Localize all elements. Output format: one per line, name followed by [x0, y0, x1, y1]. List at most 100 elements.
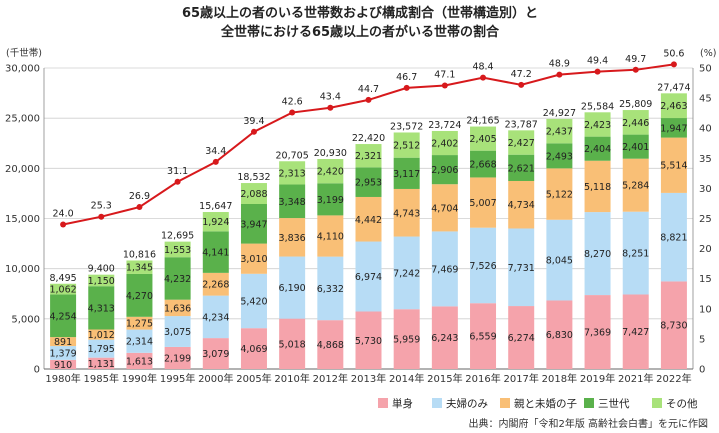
x-category-label: 1995年 [160, 372, 195, 385]
x-category-label: 2022年 [656, 372, 691, 385]
bar-segment [470, 303, 497, 369]
segment-value-label: 891 [54, 337, 72, 348]
bar-segment [355, 196, 382, 242]
left-tick-label: 30,000 [5, 64, 40, 75]
bar-segment [279, 256, 306, 319]
segment-value-label: 2,668 [469, 160, 496, 171]
segment-value-label: 8,730 [660, 321, 687, 332]
segment-value-label: 2,512 [393, 141, 420, 152]
bar-segment [393, 236, 420, 310]
bar-total-label: 23,787 [505, 119, 538, 130]
line-value-label: 25.3 [91, 201, 112, 212]
segment-value-label: 6,243 [431, 333, 458, 344]
x-category-label: 1990年 [122, 372, 157, 385]
x-category-label: 2021年 [618, 372, 653, 385]
right-tick-label: 5 [699, 334, 705, 345]
bar-segment [88, 329, 115, 340]
legend: 単身 夫婦のみ 親と未婚の子 三世代 その他 [378, 397, 698, 410]
segment-value-label: 4,313 [88, 303, 115, 314]
x-category-label: 1985年 [84, 372, 119, 385]
segment-value-label: 3,199 [317, 195, 344, 206]
segment-value-label: 2,621 [508, 163, 535, 174]
segment-value-label: 4,254 [49, 311, 76, 322]
left-axis-ticks: 0 5,000 10,000 15,000 20,000 25,000 30,000 [5, 64, 40, 376]
segment-value-label: 5,730 [355, 336, 382, 347]
bar-total-label: 18,532 [237, 172, 270, 183]
bar-segment [660, 192, 687, 282]
segment-value-label: 1,613 [126, 356, 153, 367]
bar-total-label: 20,930 [314, 148, 347, 159]
line-point [136, 204, 143, 211]
segment-value-label: 2,493 [546, 151, 573, 162]
segment-value-label: 4,442 [355, 215, 382, 226]
bar-segment [164, 316, 191, 347]
segment-value-label: 2,321 [355, 151, 382, 162]
bar-total-label: 25,809 [619, 99, 652, 110]
bar-segment [393, 132, 420, 158]
bar-segment [546, 168, 573, 220]
bar-segment [546, 143, 573, 169]
bar-total-label: 10,816 [123, 249, 156, 260]
bar-segment [546, 118, 573, 144]
segment-value-label: 6,190 [279, 283, 306, 294]
bar-segment [317, 215, 344, 257]
bar-segment [660, 118, 687, 138]
line-value-label: 47.1 [434, 69, 455, 80]
bar-segment [317, 256, 344, 321]
bar-segment [660, 137, 687, 193]
right-tick-label: 15 [699, 274, 712, 285]
bar-segment [470, 227, 497, 304]
segment-value-label: 8,251 [622, 249, 649, 260]
bar-segment [355, 241, 382, 312]
left-tick-label: 10,000 [5, 264, 40, 275]
bar-segment [202, 212, 229, 232]
segment-value-label: 2,313 [279, 168, 306, 179]
segment-value-label: 8,821 [660, 233, 687, 244]
segment-value-label: 7,242 [393, 268, 420, 279]
segment-value-label: 1,947 [660, 123, 687, 134]
stacked-bars [50, 93, 687, 369]
bar-total-label: 9,400 [88, 264, 115, 275]
right-tick-label: 20 [699, 244, 712, 255]
legend-label: 三世代 [598, 398, 630, 410]
bar-segment [50, 359, 77, 369]
line-point [365, 96, 372, 103]
legend-swatch [652, 398, 662, 408]
bar-total-label: 12,695 [161, 231, 194, 242]
bar-segment [126, 352, 153, 369]
segment-value-label: 2,314 [126, 337, 153, 348]
line-value-label: 24.0 [53, 209, 74, 220]
bar-segment [126, 329, 153, 353]
line-value-label: 42.6 [282, 97, 303, 108]
segment-value-label: 2,906 [431, 165, 458, 176]
bar-segment [240, 183, 267, 204]
line-point [441, 82, 448, 89]
right-tick-label: 35 [699, 154, 712, 165]
segment-value-label: 4,141 [202, 248, 229, 259]
bar-total-label: 8,495 [49, 273, 76, 284]
legend-label: その他 [666, 397, 698, 410]
bar-segment [50, 283, 77, 295]
legend-swatch [500, 398, 510, 408]
bar-total-label: 23,724 [428, 120, 461, 131]
bar-segment [546, 300, 573, 369]
left-axis-unit: (千世帯) [6, 47, 42, 59]
bar-segment [508, 130, 535, 155]
total-labels: 8,495 9,400 10,816 12,695 15,647 18,532 20,705… [49, 82, 690, 283]
left-tick-label: 0 [34, 365, 40, 376]
bar-segment [164, 346, 191, 369]
right-axis-unit: (%) [700, 48, 716, 59]
right-tick-label: 50 [699, 64, 712, 75]
bar-total-label: 22,420 [352, 133, 385, 144]
right-tick-label: 45 [699, 94, 712, 105]
line-value-label: 39.4 [243, 116, 264, 127]
segment-value-label: 6,830 [546, 330, 573, 341]
segment-value-label: 2,404 [584, 144, 611, 155]
segment-value-label: 8,270 [584, 249, 611, 260]
segment-value-label: 6,332 [317, 284, 344, 295]
segment-value-label: 7,731 [508, 263, 535, 274]
bar-segment [584, 112, 611, 137]
bar-segment [622, 134, 649, 159]
